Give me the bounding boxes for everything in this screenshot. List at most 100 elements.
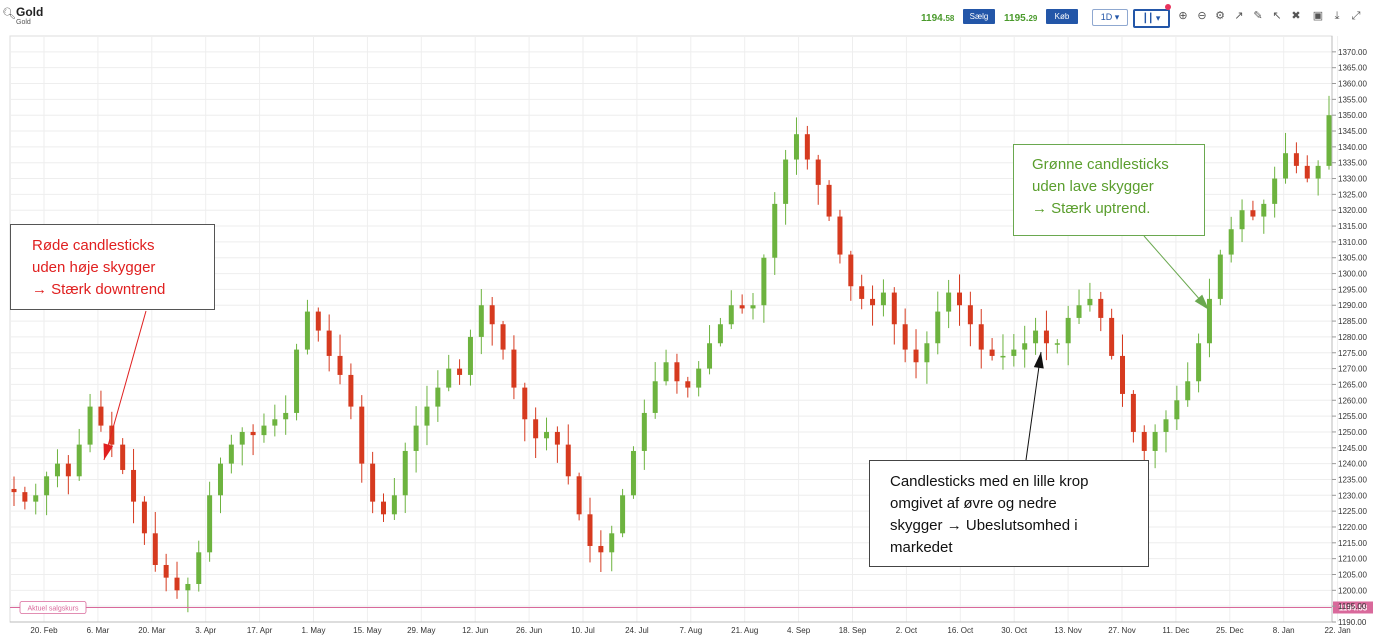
y-tick-label: 1220.00	[1338, 523, 1367, 532]
annotation-green-box: Grønne candlesticks uden lave skygger → …	[1013, 144, 1205, 236]
green-arrow-head	[1194, 294, 1209, 310]
candle-body	[250, 431, 256, 436]
candle-body	[1304, 165, 1310, 179]
candle-body	[1326, 115, 1332, 166]
candle-body	[326, 330, 332, 356]
y-axis: 1370.00 1365.00 1360.00 1355.00 1350.00 1345.…	[1331, 36, 1367, 627]
tools-icon[interactable]: ✖	[1291, 10, 1301, 22]
candle-body	[109, 425, 115, 445]
candle-body	[750, 305, 756, 309]
y-tick-label: 1350.00	[1338, 111, 1367, 120]
y-tick-label: 1370.00	[1338, 48, 1367, 57]
candle-body	[1272, 178, 1278, 204]
x-tick-label: 24. Jul	[625, 626, 649, 635]
candle-body	[500, 324, 506, 350]
y-tick-label: 1340.00	[1338, 143, 1367, 152]
current-price-tag	[19, 601, 87, 614]
x-tick-label: 29. May	[407, 626, 435, 635]
candle-body	[446, 368, 452, 388]
candle-body	[609, 533, 615, 553]
candle-body	[1185, 381, 1191, 401]
y-tick-label: 1365.00	[1338, 64, 1367, 73]
annotation-black-line-1: Candlesticks med en lille krop	[890, 473, 1089, 490]
candle-body	[261, 425, 267, 436]
zoom-in-icon[interactable]: ⊕	[1178, 10, 1188, 22]
candle-body	[272, 419, 278, 426]
symbol-name: Gold	[16, 5, 44, 19]
candle-body	[174, 577, 180, 591]
trend-icon[interactable]: ↗	[1234, 10, 1244, 22]
candle-body	[1043, 330, 1049, 344]
candle-body	[522, 387, 528, 420]
download-icon[interactable]: ⤓	[1334, 10, 1340, 22]
candle-body	[370, 463, 376, 502]
x-tick-label: 3. Apr	[195, 626, 216, 635]
candle-body	[663, 362, 669, 382]
y-tick-label: 1235.00	[1338, 475, 1367, 484]
y-tick-label: 1295.00	[1338, 285, 1367, 294]
chart-type-select[interactable]: ┃┃ ▾	[1133, 9, 1170, 28]
candle-body	[489, 305, 495, 325]
candle-body	[1196, 343, 1202, 382]
candle-body	[98, 406, 104, 426]
candle-body	[76, 444, 82, 477]
candle-body	[381, 501, 387, 515]
candle-body	[1022, 343, 1028, 350]
candle-body	[880, 292, 886, 306]
candle-body	[728, 305, 734, 325]
candle-body	[348, 374, 354, 407]
red-arrow-line	[103, 310, 147, 461]
y-tick-label: 1265.00	[1338, 380, 1367, 389]
candle-body	[1065, 317, 1071, 344]
search-icon[interactable]: 🔍︎	[2, 8, 16, 20]
candle-body	[1000, 355, 1006, 358]
candle-body	[337, 355, 343, 375]
candle-body	[413, 425, 419, 451]
candle-body	[565, 444, 571, 477]
candle-body	[315, 311, 321, 331]
y-tick-label: 1230.00	[1338, 491, 1367, 500]
cursor-icon[interactable]: ↖	[1272, 10, 1282, 22]
candle-body	[935, 311, 941, 344]
candle-body	[826, 184, 832, 217]
buy-button[interactable]: Køb	[1046, 9, 1078, 24]
timeframe-select[interactable]: 1D ▾	[1092, 9, 1128, 26]
zoom-out-icon[interactable]: ⊖	[1197, 10, 1207, 22]
x-tick-label: 7. Aug	[679, 626, 702, 635]
y-tick-label: 1250.00	[1338, 428, 1367, 437]
candle-body	[1174, 400, 1180, 420]
fullscreen-icon[interactable]: ⤢	[1351, 10, 1361, 22]
candle-body	[11, 488, 17, 493]
candle-body	[304, 311, 310, 350]
candle-body	[1261, 203, 1267, 217]
y-tick-label: 1330.00	[1338, 175, 1367, 184]
candle-body	[283, 412, 289, 420]
candle-body	[391, 495, 397, 515]
candle-body	[576, 476, 582, 515]
y-tick-label: 1205.00	[1338, 570, 1367, 579]
candle-body	[207, 495, 213, 553]
green-arrow-line	[1143, 235, 1210, 311]
settings-icon[interactable]: ⚙	[1215, 10, 1225, 22]
candle-body	[598, 545, 604, 553]
x-tick-label: 20. Mar	[138, 626, 165, 635]
candle-body	[1217, 254, 1223, 299]
annotation-red-line-2: uden høje skygger	[32, 259, 156, 276]
annotation-black-box: Candlesticks med en lille krop omgivet a…	[869, 460, 1149, 567]
y-tick-label: 1200.00	[1338, 586, 1367, 595]
y-tick-label: 1355.00	[1338, 95, 1367, 104]
y-tick-label: 1210.00	[1338, 555, 1367, 564]
camera-icon[interactable]: ▣	[1312, 10, 1324, 22]
candle-body	[1109, 317, 1115, 356]
y-tick-label: 1260.00	[1338, 396, 1367, 405]
sell-button[interactable]: Sælg	[963, 9, 995, 24]
x-tick-label: 20. Feb	[30, 626, 58, 635]
candle-body	[848, 254, 854, 287]
symbol-block[interactable]: Gold Gold	[16, 6, 43, 27]
annotation-black-line-2: omgivet af øvre og nedre	[890, 495, 1057, 512]
candle-body	[783, 159, 789, 204]
candle-body	[467, 336, 473, 375]
candle-body	[131, 469, 137, 502]
draw-icon[interactable]: ✎	[1253, 10, 1263, 22]
